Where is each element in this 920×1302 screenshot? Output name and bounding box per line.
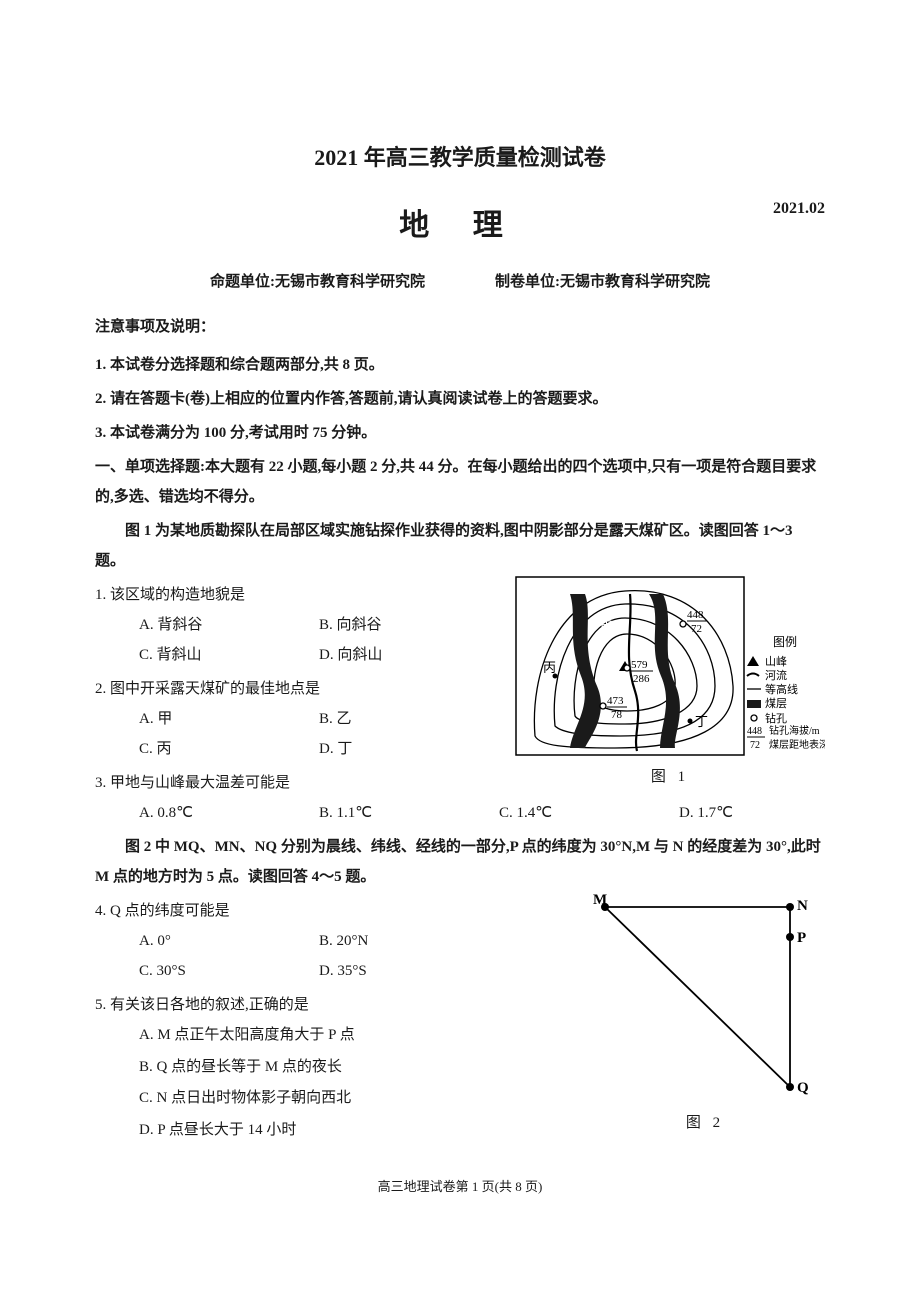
notice-line-1: 1. 本试卷分选择题和综合题两部分,共 8 页。: [95, 350, 825, 380]
notice-title: 注意事项及说明：: [95, 315, 825, 336]
subject-label: 地 理: [399, 200, 521, 244]
svg-text:钻孔海拔/m: 钻孔海拔/m: [769, 724, 820, 737]
figure-1-caption: 图 1: [515, 765, 825, 786]
q4-opt-d: D. 35°S: [319, 956, 499, 986]
svg-text:钻孔: 钻孔: [765, 711, 787, 725]
q2-stem: 2. 图中开采露天煤矿的最佳地点是: [95, 674, 505, 704]
svg-text:Q: Q: [797, 1080, 809, 1096]
q5-opt-d: D. P 点昼长大于 14 小时: [139, 1115, 555, 1147]
svg-text:72: 72: [691, 623, 702, 635]
q3-stem: 3. 甲地与山峰最大温差可能是: [95, 768, 505, 798]
svg-text:72: 72: [750, 740, 760, 751]
svg-text:图例: 图例: [773, 635, 797, 649]
q4-5-text: 4. Q 点的纬度可能是 A. 0° B. 20°N C. 30°S D. 35…: [95, 892, 555, 1146]
svg-text:M: M: [593, 892, 607, 908]
make-unit: 制卷单位:无锡市教育科学研究院: [495, 270, 710, 291]
q4-opt-b: B. 20°N: [319, 926, 499, 956]
q1-3-text: 1. 该区域的构造地貌是 A. 背斜谷 B. 向斜谷 C. 背斜山 D. 向斜山…: [95, 576, 505, 798]
svg-text:579: 579: [631, 659, 648, 671]
units-row: 命题单位:无锡市教育科学研究院 制卷单位:无锡市教育科学研究院: [95, 270, 825, 291]
page-footer: 高三地理试卷第 1 页(共 8 页): [95, 1176, 825, 1195]
notice-line-3: 3. 本试卷满分为 100 分,考试用时 75 分钟。: [95, 418, 825, 448]
q5-opt-c: C. N 点日出时物体影子朝向西北: [139, 1083, 555, 1115]
q4-options: A. 0° B. 20°N C. 30°S D. 35°S: [95, 926, 555, 986]
q1-opt-d: D. 向斜山: [319, 640, 499, 670]
svg-text:448: 448: [687, 609, 704, 621]
q1-3-row: 1. 该区域的构造地貌是 A. 背斜谷 B. 向斜谷 C. 背斜山 D. 向斜山…: [95, 576, 825, 798]
q3-opt-d: D. 1.7℃: [679, 798, 829, 828]
q4-stem: 4. Q 点的纬度可能是: [95, 896, 555, 926]
svg-text:丙: 丙: [543, 660, 556, 675]
svg-text:473: 473: [607, 695, 624, 707]
svg-text:煤层距地表深度/m: 煤层距地表深度/m: [769, 738, 825, 751]
figure-2-svg: M N P Q: [585, 892, 815, 1102]
svg-text:甲: 甲: [600, 619, 613, 634]
q3-opt-c: C. 1.4℃: [499, 798, 679, 828]
q5-opt-b: B. Q 点的昼长等于 M 点的夜长: [139, 1052, 555, 1084]
author-unit: 命题单位:无锡市教育科学研究院: [210, 270, 425, 291]
q1-opt-c: C. 背斜山: [139, 640, 319, 670]
notice-line-2: 2. 请在答题卡(卷)上相应的位置内作答,答题前,请认真阅读试卷上的答题要求。: [95, 384, 825, 414]
exam-date: 2021.02: [773, 200, 825, 218]
q2-opt-d: D. 丁: [319, 734, 499, 764]
figure-1-svg: 448 72 579 286 473 78 甲 乙 丙 丁 图例 山峰: [515, 576, 825, 756]
svg-text:等高线: 等高线: [765, 682, 798, 696]
q1-options: A. 背斜谷 B. 向斜谷 C. 背斜山 D. 向斜山: [95, 610, 505, 670]
svg-text:P: P: [797, 930, 806, 946]
passage-1: 图 1 为某地质勘探队在局部区域实施钻探作业获得的资料,图中阴影部分是露天煤矿区…: [95, 516, 825, 576]
passage-2: 图 2 中 MQ、MN、NQ 分别为晨线、纬线、经线的一部分,P 点的纬度为 3…: [95, 832, 825, 892]
q4-opt-c: C. 30°S: [139, 956, 319, 986]
q3-options: A. 0.8℃ B. 1.1℃ C. 1.4℃ D. 1.7℃: [95, 798, 825, 828]
q1-opt-a: A. 背斜谷: [139, 610, 319, 640]
q4-opt-a: A. 0°: [139, 926, 319, 956]
svg-text:乙: 乙: [673, 654, 686, 669]
q3-opt-a: A. 0.8℃: [139, 798, 319, 828]
q4-5-row: 4. Q 点的纬度可能是 A. 0° B. 20°N C. 30°S D. 35…: [95, 892, 825, 1146]
subject-row: 地 理 2021.02: [95, 200, 825, 244]
q2-opt-c: C. 丙: [139, 734, 319, 764]
main-title: 2021 年高三教学质量检测试卷: [95, 140, 825, 172]
q5-opt-a: A. M 点正午太阳高度角大于 P 点: [139, 1020, 555, 1052]
q2-opt-b: B. 乙: [319, 704, 499, 734]
svg-text:448: 448: [747, 726, 762, 737]
q2-options: A. 甲 B. 乙 C. 丙 D. 丁: [95, 704, 505, 764]
svg-text:N: N: [797, 898, 808, 914]
q3-opt-b: B. 1.1℃: [319, 798, 499, 828]
svg-text:286: 286: [633, 673, 650, 685]
q5-options: A. M 点正午太阳高度角大于 P 点 B. Q 点的昼长等于 M 点的夜长 C…: [95, 1020, 555, 1146]
section1-title: 一、单项选择题:本大题有 22 小题,每小题 2 分,共 44 分。在每小题给出…: [95, 452, 825, 512]
q1-stem: 1. 该区域的构造地貌是: [95, 580, 505, 610]
svg-text:丁: 丁: [695, 714, 708, 729]
exam-page: 2021 年高三教学质量检测试卷 地 理 2021.02 命题单位:无锡市教育科…: [0, 0, 920, 1302]
figure-2: M N P Q 图 2: [585, 892, 825, 1132]
q2-opt-a: A. 甲: [139, 704, 319, 734]
svg-text:河流: 河流: [765, 668, 787, 682]
q1-opt-b: B. 向斜谷: [319, 610, 499, 640]
svg-text:山峰: 山峰: [765, 655, 787, 668]
figure-2-caption: 图 2: [585, 1111, 825, 1132]
q5-stem: 5. 有关该日各地的叙述,正确的是: [95, 990, 555, 1020]
svg-text:煤层: 煤层: [765, 697, 787, 710]
figure-1: 448 72 579 286 473 78 甲 乙 丙 丁 图例 山峰: [515, 576, 825, 786]
svg-text:78: 78: [611, 709, 623, 721]
